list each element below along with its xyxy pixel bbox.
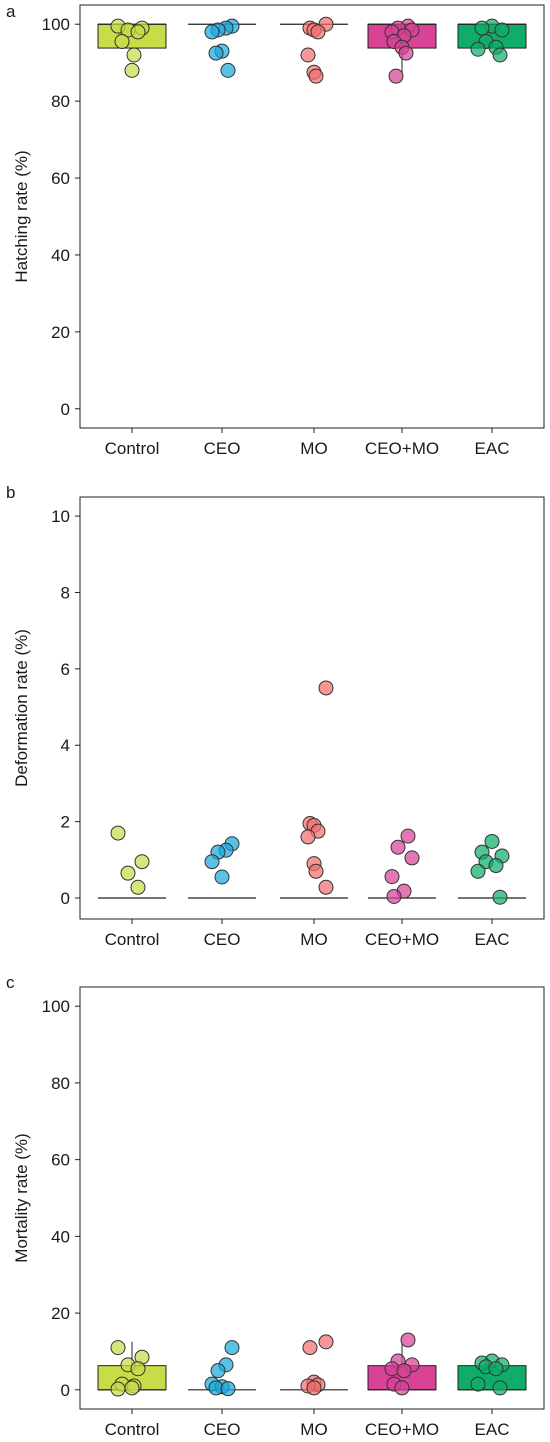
data-point	[400, 1332, 416, 1348]
y-tick-label: 100	[42, 997, 70, 1016]
data-point	[474, 20, 490, 36]
x-tick-label: Control	[105, 1420, 160, 1439]
x-tick-label: CEO	[204, 930, 241, 949]
x-tick-label: CEO+MO	[365, 1420, 439, 1439]
data-point	[224, 1340, 240, 1356]
data-point	[470, 41, 486, 57]
data-point	[130, 24, 146, 40]
panel-label: b	[6, 483, 15, 502]
y-axis-title: Hatching rate (%)	[12, 150, 31, 282]
data-point	[470, 1376, 486, 1392]
y-tick-label: 0	[61, 1381, 70, 1400]
data-point	[300, 47, 316, 63]
data-point	[470, 863, 486, 879]
panel-label: a	[6, 2, 16, 21]
y-tick-label: 2	[61, 813, 70, 832]
data-point	[120, 865, 136, 881]
data-point	[302, 1340, 318, 1356]
x-tick-label: CEO+MO	[365, 930, 439, 949]
y-tick-label: 6	[61, 660, 70, 679]
data-point	[404, 850, 420, 866]
data-point	[488, 858, 504, 874]
y-tick-label: 4	[61, 736, 70, 755]
y-axis-title: Deformation rate (%)	[12, 629, 31, 787]
y-tick-label: 0	[61, 889, 70, 908]
data-point	[318, 680, 334, 696]
data-point	[306, 1380, 322, 1396]
data-point	[220, 1381, 236, 1397]
data-point	[208, 45, 224, 61]
panel-a: a 0 20 40 60 80 100 Hatching rate (%) Control CEO…	[6, 2, 545, 458]
data-point	[300, 829, 316, 845]
x-tick-label: CEO	[204, 1420, 241, 1439]
data-point	[484, 833, 500, 849]
plot-frame	[79, 4, 545, 429]
y-tick-label: 60	[51, 1151, 70, 1170]
x-tick-label: CEO+MO	[365, 439, 439, 458]
data-point	[394, 1380, 410, 1396]
x-tick-label: EAC	[475, 1420, 510, 1439]
data-point	[310, 24, 326, 40]
data-point	[396, 1363, 412, 1379]
y-tick-label: 20	[51, 323, 70, 342]
data-point	[126, 47, 142, 63]
y-tick-label: 10	[51, 507, 70, 526]
y-tick-label: 40	[51, 1227, 70, 1246]
data-point	[398, 45, 414, 61]
x-tick-label: CEO	[204, 439, 241, 458]
data-point	[110, 1340, 126, 1356]
data-point	[130, 879, 146, 895]
y-tick-label: 20	[51, 1304, 70, 1323]
data-point	[124, 62, 140, 78]
data-point	[492, 47, 508, 63]
x-tick-label: EAC	[475, 930, 510, 949]
data-point	[384, 869, 400, 885]
y-tick-label: 100	[42, 15, 70, 34]
plot-frame	[79, 496, 545, 920]
data-point	[110, 1381, 126, 1397]
data-point	[318, 1334, 334, 1350]
x-tick-label: MO	[300, 930, 327, 949]
data-point	[386, 888, 402, 904]
data-point	[388, 68, 404, 84]
data-point	[492, 1380, 508, 1396]
panel-b: b 0 2 4 6 8 10 Deformation rate (%) Control CEO MO…	[6, 483, 545, 949]
y-tick-label: 80	[51, 92, 70, 111]
x-tick-label: MO	[300, 1420, 327, 1439]
panel-c: c 0 20 40 60 80 100 Mortality rate (%) Control CE…	[6, 973, 545, 1439]
data-point	[492, 889, 508, 905]
y-tick-label: 8	[61, 583, 70, 602]
data-point	[124, 1380, 140, 1396]
data-point	[214, 869, 230, 885]
data-point	[110, 825, 126, 841]
data-point	[308, 68, 324, 84]
y-tick-label: 80	[51, 1074, 70, 1093]
data-point	[400, 828, 416, 844]
data-point	[494, 22, 510, 38]
x-tick-label: EAC	[475, 439, 510, 458]
data-point	[318, 879, 334, 895]
data-point	[308, 863, 324, 879]
data-point	[204, 854, 220, 870]
data-point	[204, 24, 220, 40]
y-tick-label: 40	[51, 246, 70, 265]
x-tick-label: MO	[300, 439, 327, 458]
x-tick-label: Control	[105, 439, 160, 458]
data-point	[210, 1363, 226, 1379]
x-tick-label: Control	[105, 930, 160, 949]
y-tick-label: 60	[51, 169, 70, 188]
data-point	[130, 1361, 146, 1377]
plot-frame	[79, 986, 545, 1410]
data-point	[220, 62, 236, 78]
data-point	[390, 839, 406, 855]
y-axis-title: Mortality rate (%)	[12, 1133, 31, 1262]
data-point	[114, 34, 130, 50]
data-point	[488, 1361, 504, 1377]
y-tick-label: 0	[61, 400, 70, 419]
data-point	[134, 854, 150, 870]
panel-label: c	[6, 973, 15, 992]
